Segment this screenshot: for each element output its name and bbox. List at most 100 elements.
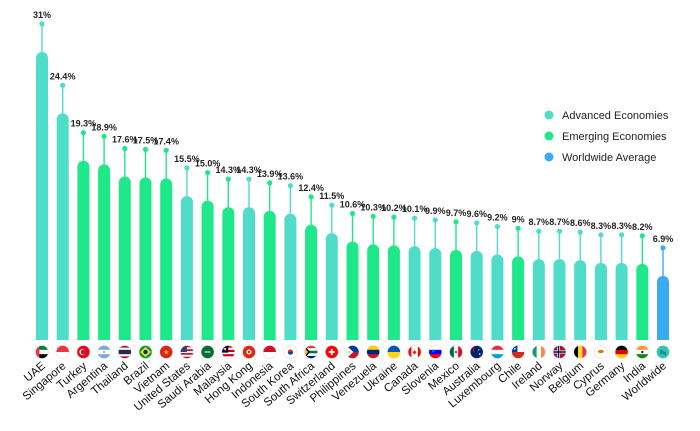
bar [201,200,214,340]
bar-dot [432,217,438,223]
bar-value-label: 12.4% [298,183,324,193]
bar-value-label: 11.5% [319,191,344,201]
bar-value-label: 9.7% [446,208,467,218]
bar-value-label: 31% [33,10,51,20]
bar [450,249,462,340]
bar-dot [267,180,273,186]
bar-value-label: 8.7% [529,217,550,227]
bar [180,196,193,340]
bar-value-label: 8.6% [570,218,591,228]
switzerland-flag [324,345,339,359]
malaysia-flag [221,345,236,359]
bar [553,259,566,340]
bar-value-label: 8.2% [632,222,653,232]
bar [325,233,338,340]
canada-flag: ♦ [407,345,422,359]
bar-dot [370,213,376,219]
bar-value-label: 8.3% [591,221,612,231]
chile-flag [511,345,525,359]
bar [56,113,69,340]
bar-value-label: 6.9% [653,234,674,244]
southafrica-flag [304,345,318,359]
svg-text:♦: ♦ [412,349,417,356]
bar-dot [556,228,563,234]
bar-value-label: 18.9% [91,122,117,132]
brazil-flag [138,345,153,359]
bar-dot [598,232,604,238]
bar-dot [80,130,86,136]
bar [491,254,504,340]
slovenia-flag [428,345,443,359]
australia-flag [469,345,484,359]
ukraine-flag [387,345,401,359]
bar-dot [453,219,459,225]
bar [532,259,545,340]
bar [305,224,318,340]
bar-dot [412,215,418,221]
bar [160,178,173,340]
bar [470,250,483,340]
bar [243,207,255,340]
bar [98,164,111,340]
bar-dot [536,228,542,234]
saudi-flag [200,345,215,359]
germany-flag [614,345,629,359]
uae-flag [35,345,49,359]
bar [77,160,90,340]
bar-value-label: 13.6% [278,172,304,182]
bar-dot [577,229,583,235]
philippines-flag [345,345,360,359]
bar [118,176,131,340]
bar-dot [349,210,356,217]
bar-value-label: 8.3% [611,221,632,231]
bar-dot [246,176,252,182]
bar-value-label: 9% [512,214,525,224]
bars-layer: 31% 24.4% 19.3%18.9% 17.6%17.5%17.4% 15.5%15… [33,10,673,340]
legend-label-advanced: Advanced Economies [562,110,669,122]
bar [657,275,669,340]
bar [346,241,359,340]
bar [284,213,297,340]
bar-dot [287,183,293,189]
thailand-flag [118,345,132,359]
bar [429,248,442,340]
bar-value-label: 15.5% [174,154,200,164]
bar-value-label: 17.6% [112,134,138,144]
legend-label-emerging: Emerging Economies [562,131,667,143]
usa-flag [180,345,194,359]
bar-value-label: 17.4% [153,136,179,146]
bar-dot [660,245,666,251]
bar [139,177,152,340]
bar-dot [101,133,107,140]
legend-label-worldwide: Worldwide Average [562,152,656,164]
bar-dot [60,82,66,88]
norway-flag [552,345,567,359]
turkey-flag [76,345,91,359]
bar-dot [474,220,480,226]
ireland-flag [531,345,546,359]
hongkong-flag [242,345,256,359]
bar [574,260,587,340]
bar [615,262,628,340]
bar-dot [329,202,335,208]
globe-icon [656,345,670,359]
bar-dot [308,194,314,200]
bar-value-label: 24.4% [50,71,76,81]
bar-value-label: 14.3% [236,165,262,175]
bar-dot [639,233,645,239]
bar-value-label: 8.7% [549,217,570,227]
bar [222,207,235,340]
venezuela-flag [366,345,381,359]
bar [263,210,276,340]
singapore-flag [55,345,70,359]
legend: Advanced Economies Emerging Economies Worl… [544,110,669,164]
flags-layer: ★ ♦ [35,345,670,359]
bar-dot [163,147,169,153]
legend-dot-worldwide [544,152,554,162]
bar-dot [142,146,149,153]
bar-value-label: 13.9% [257,169,283,179]
southkorea-flag [283,345,298,359]
vietnam-flag: ★ [159,345,173,359]
bar [408,246,421,340]
legend-dot-emerging [544,131,554,141]
